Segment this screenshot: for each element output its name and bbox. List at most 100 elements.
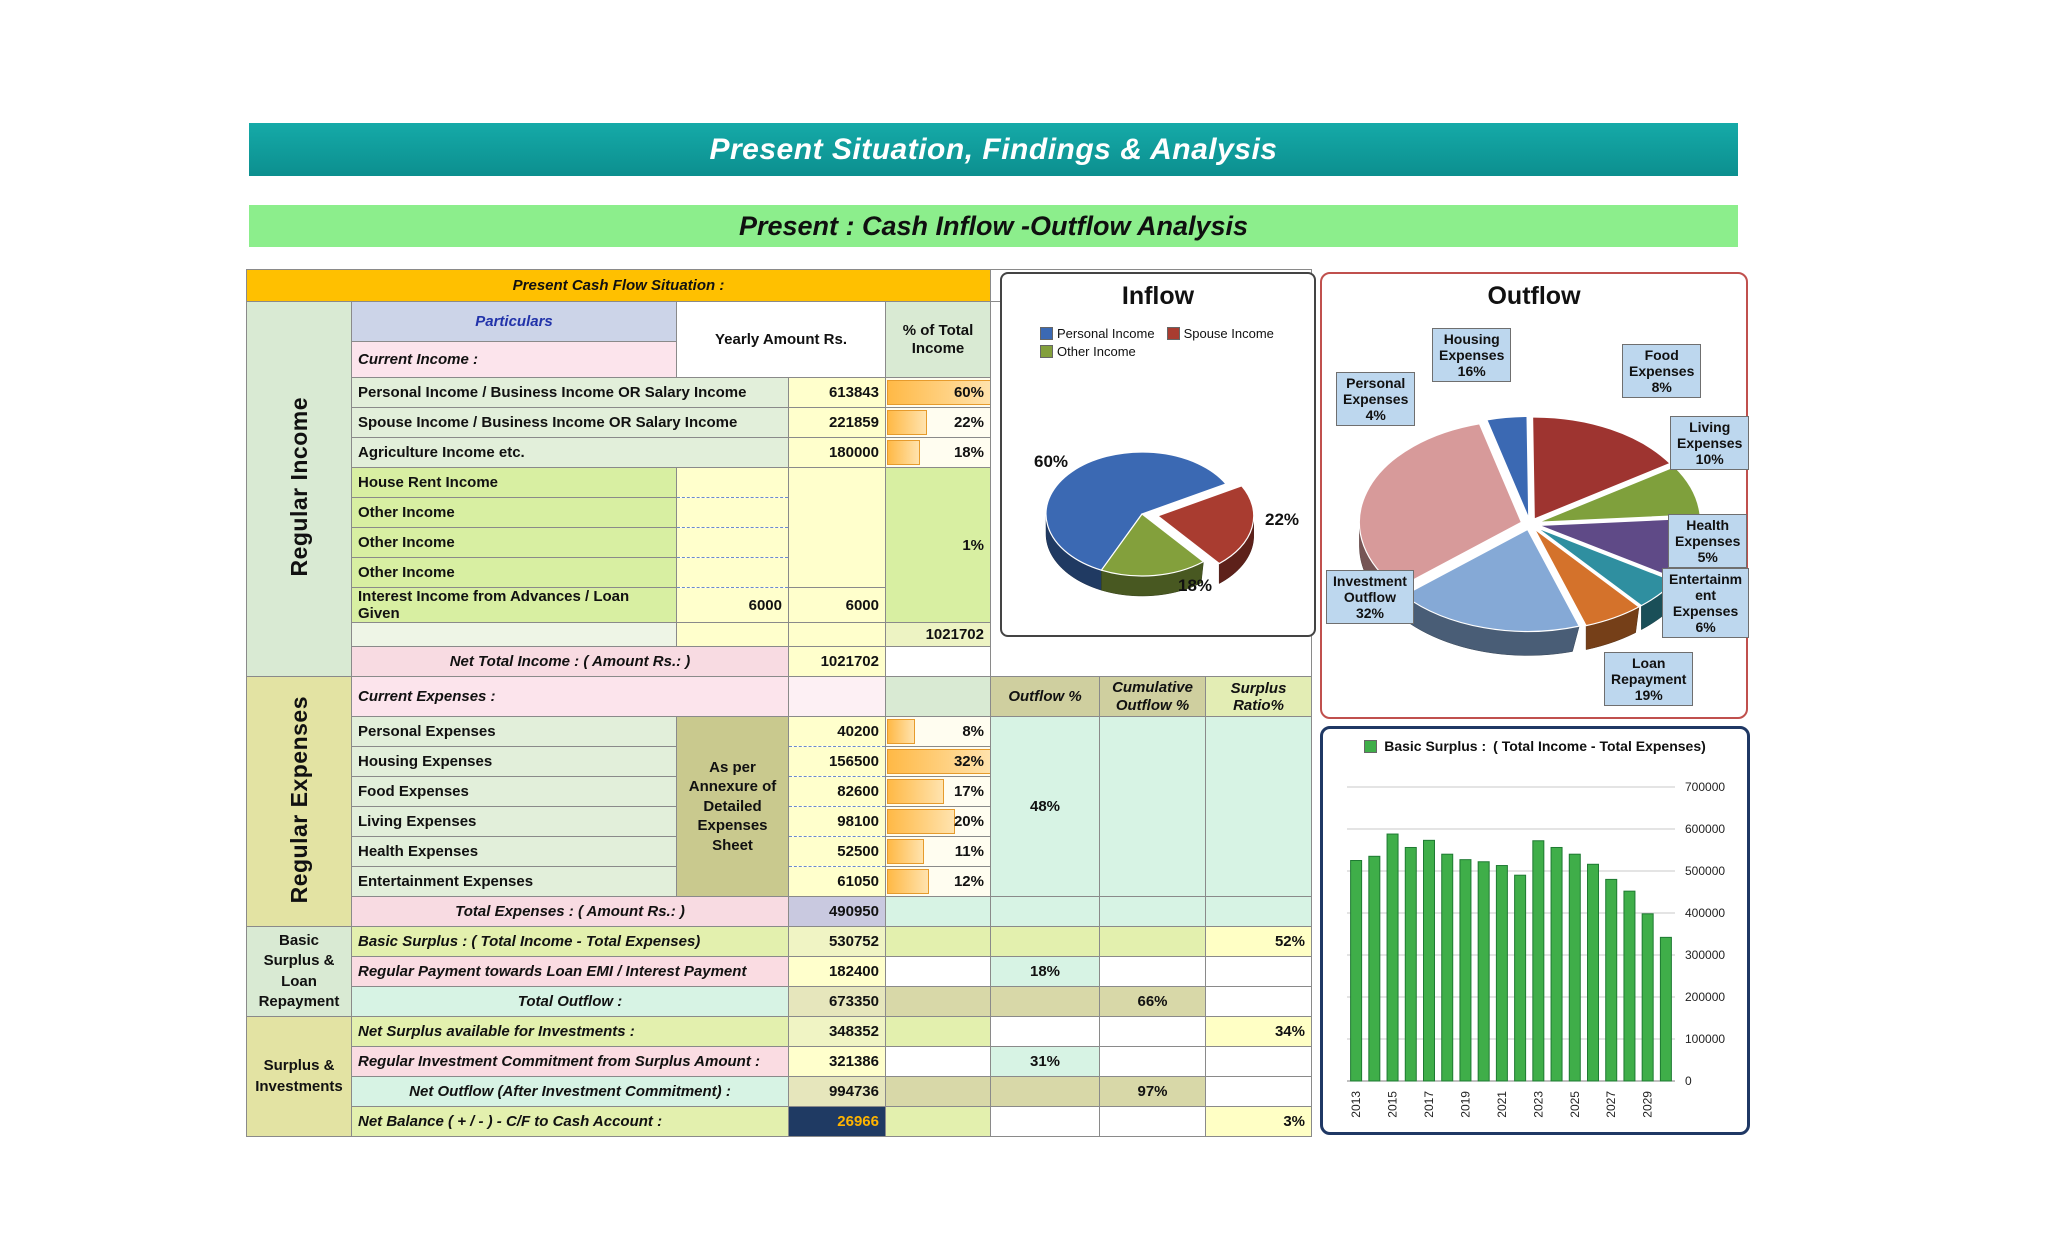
blank-cell xyxy=(1205,1046,1312,1077)
legend-swatch xyxy=(1040,345,1053,358)
table-row: Net Total Income : ( Amount Rs.: ) 10217… xyxy=(247,646,1312,677)
svg-text:2027: 2027 xyxy=(1604,1091,1618,1118)
svg-text:2013: 2013 xyxy=(1349,1091,1363,1118)
net-balance-label: Net Balance ( + / - ) - C/F to Cash Acco… xyxy=(351,1106,789,1137)
total-outflow-amount: 673350 xyxy=(788,986,886,1017)
inflow-chart-panel: Inflow Personal Income Spouse Income Oth… xyxy=(1000,272,1316,637)
blank-cell xyxy=(1205,956,1312,987)
table-row: Regular Expenses Current Expenses : Outf… xyxy=(246,676,1312,927)
particulars-header: Particulars xyxy=(351,301,677,342)
svg-text:2015: 2015 xyxy=(1386,1091,1400,1118)
blank-cell xyxy=(885,926,991,957)
table-row: Current Income : xyxy=(247,341,1312,378)
legend-label: Personal Income xyxy=(1057,326,1155,341)
legend-item: Spouse Income xyxy=(1166,326,1274,341)
income-row-label: Personal Income / Business Income OR Sal… xyxy=(351,377,789,408)
table-row: Net Balance ( + / - ) - C/F to Cash Acco… xyxy=(247,1106,1312,1137)
pie-data-label: 60% xyxy=(1034,452,1069,471)
svg-text:700000: 700000 xyxy=(1685,780,1725,794)
svg-text:300000: 300000 xyxy=(1685,948,1725,962)
blank-cell xyxy=(990,896,1100,927)
income-row-label: Other Income xyxy=(351,497,677,528)
spacer-cell xyxy=(885,646,991,677)
page-title: Present Situation, Findings & Analysis xyxy=(249,123,1738,176)
expense-row-label: Entertainment Expenses xyxy=(351,866,677,897)
legend-note: ( Total Income - Total Expenses) xyxy=(1493,738,1706,754)
blank-cell xyxy=(885,986,991,1017)
total-expenses-amount: 490950 xyxy=(788,896,886,927)
svg-text:2029: 2029 xyxy=(1641,1091,1655,1118)
legend-label: Spouse Income xyxy=(1183,326,1274,341)
blank-cell xyxy=(1099,1046,1206,1077)
svg-text:2019: 2019 xyxy=(1458,1091,1472,1118)
blank-cell xyxy=(1205,986,1312,1017)
table-row: Surplus & Investments Net Surplus availa… xyxy=(246,1016,1312,1137)
income-row-amount: 221859 xyxy=(788,407,886,438)
data-bar xyxy=(887,809,955,834)
expense-row-amount: 40200 xyxy=(788,716,886,747)
pie-callout: Personal Expenses 4% xyxy=(1336,372,1416,427)
pie-callout: Investment Outflow 32% xyxy=(1326,570,1414,625)
blank-cell xyxy=(1205,716,1312,897)
income-pct-cell: 60% xyxy=(885,377,991,408)
inflow-chart-title: Inflow xyxy=(1121,282,1195,310)
emi-label: Regular Payment towards Loan EMI / Inter… xyxy=(351,956,789,987)
net-total-income-label: Net Total Income : ( Amount Rs.: ) xyxy=(351,646,789,677)
blank-cell xyxy=(885,1046,991,1077)
pie-callout: Living Expenses 10% xyxy=(1670,416,1750,471)
blank-cell xyxy=(1205,896,1312,927)
blank-cell xyxy=(351,622,677,647)
table-row: Health Expenses 52500 11% xyxy=(247,836,1312,867)
total-expenses-label: Total Expenses : ( Amount Rs.: ) xyxy=(351,896,789,927)
expense-pct-cell: 17% xyxy=(885,776,991,807)
pie-callout: Health Expenses 5% xyxy=(1668,514,1748,569)
blank-cell xyxy=(990,986,1100,1017)
expense-row-label: Food Expenses xyxy=(351,776,677,807)
expense-row-amount: 61050 xyxy=(788,866,886,897)
net-balance-amount: 26966 xyxy=(788,1106,886,1137)
surplus-ratio-header: Surplus Ratio% xyxy=(1205,676,1312,717)
blank-cell xyxy=(885,896,991,927)
income-entry-cell xyxy=(676,527,789,558)
table-row: Net Outflow (After Investment Commitment… xyxy=(247,1076,1312,1107)
total-outflow-label: Total Outflow : xyxy=(351,986,789,1017)
expense-pct-value: 20% xyxy=(953,813,984,830)
expense-pct-cell: 11% xyxy=(885,836,991,867)
income-row-amount: 6000 xyxy=(788,587,886,623)
expense-pct-value: 11% xyxy=(954,843,984,860)
svg-text:2021: 2021 xyxy=(1495,1091,1509,1118)
table-row: 1021702 xyxy=(247,622,1312,647)
svg-text:400000: 400000 xyxy=(1685,906,1725,920)
expense-row-amount: 98100 xyxy=(788,806,886,837)
pie-callout: Housing Expenses 16% xyxy=(1432,328,1512,383)
income-row-amount: 180000 xyxy=(788,437,886,468)
emi-outflow-pct: 18% xyxy=(990,956,1100,987)
blank-cell xyxy=(990,926,1100,957)
svg-text:2017: 2017 xyxy=(1422,1091,1436,1118)
outflow-pct-header: Outflow % xyxy=(990,676,1100,717)
income-pct-cell: 22% xyxy=(885,407,991,438)
svg-text:600000: 600000 xyxy=(1685,822,1725,836)
basic-surplus-label: Basic Surplus : ( Total Income - Total E… xyxy=(351,926,789,957)
net-outflow-amount: 994736 xyxy=(788,1076,886,1107)
svg-text:2025: 2025 xyxy=(1568,1091,1582,1118)
investment-commit-outflow: 31% xyxy=(990,1046,1100,1077)
blank-cell xyxy=(1099,716,1206,897)
emi-amount: 182400 xyxy=(788,956,886,987)
income-entry-cell: 6000 xyxy=(676,587,789,623)
pie-callout: Food Expenses 8% xyxy=(1622,344,1702,399)
blank-cell xyxy=(788,676,886,717)
pct-total-income-header: % of Total Income xyxy=(885,301,991,378)
legend-label: Basic Surplus : xyxy=(1384,738,1487,754)
net-outflow-cumulative: 97% xyxy=(1099,1076,1206,1107)
net-total-income-amount: 1021702 xyxy=(788,646,886,677)
income-row-amount: 613843 xyxy=(788,377,886,408)
blank-cell xyxy=(885,956,991,987)
investment-commit-label: Regular Investment Commitment from Surpl… xyxy=(351,1046,789,1077)
legend-swatch xyxy=(1040,327,1053,340)
outflow-chart-panel: Outflow Personal Expenses 4% Housing Exp… xyxy=(1320,272,1750,719)
expense-pct-value: 12% xyxy=(953,873,984,890)
income-row-label: House Rent Income xyxy=(351,467,677,498)
expense-row-label: Personal Expenses xyxy=(351,716,677,747)
expense-pct-value: 32% xyxy=(953,753,984,770)
